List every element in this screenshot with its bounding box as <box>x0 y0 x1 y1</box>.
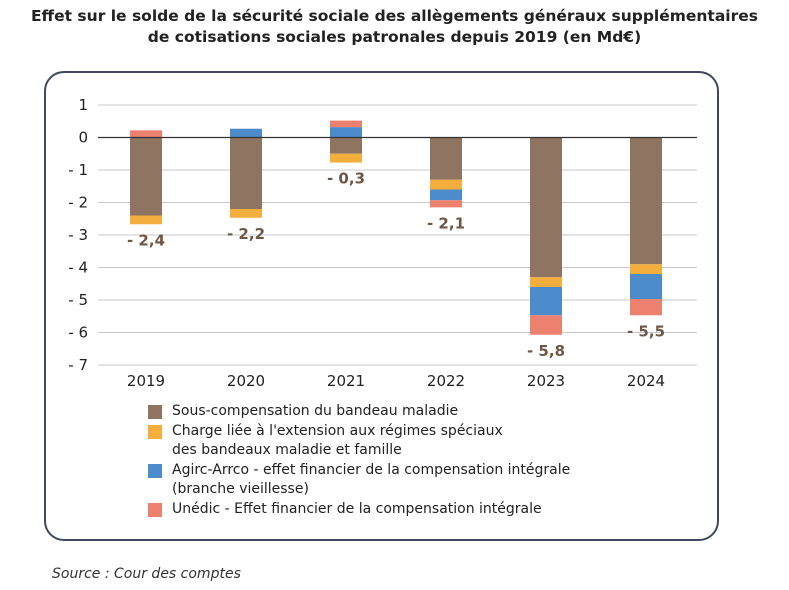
legend-item-agirc: Agirc-Arrco - effet financier de la comp… <box>148 461 668 500</box>
bar-segment-agirc <box>430 189 462 201</box>
bar-segment-charge <box>630 264 662 274</box>
bar-segment-agirc <box>530 287 562 316</box>
legend-item-charge: Charge liée à l'extension aux régimes sp… <box>148 422 668 461</box>
bar-segment-sous_compensation <box>430 137 462 180</box>
legend-label-line: Sous-compensation du bandeau maladie <box>172 403 459 419</box>
y-tick-label: 1 <box>78 96 88 114</box>
data-label-total: - 0,3 <box>327 170 365 188</box>
bar-segment-unedic <box>430 200 462 208</box>
legend-item-sous_compensation: Sous-compensation du bandeau maladie <box>148 402 668 422</box>
bar-segment-charge <box>530 277 562 287</box>
y-tick-label: - 7 <box>68 356 88 374</box>
y-tick-label: - 3 <box>68 226 88 244</box>
bar-segment-sous_compensation <box>130 137 162 216</box>
bar-segment-sous_compensation <box>330 137 362 154</box>
legend-label: Sous-compensation du bandeau maladie <box>172 402 458 422</box>
y-tick-label: - 6 <box>68 324 88 342</box>
bar-segment-sous_compensation <box>530 137 562 278</box>
bar-segment-unedic <box>330 120 362 128</box>
legend-label-line: des bandeaux maladie et famille <box>172 442 402 458</box>
data-label-total: - 2,1 <box>427 214 465 232</box>
chart-title-line-2: de cotisations sociales patronales depui… <box>147 28 642 46</box>
legend-item-unedic: Unédic - Effet financier de la compensat… <box>148 500 668 520</box>
legend-swatch <box>148 424 162 439</box>
bar-segment-sous_compensation <box>230 137 262 209</box>
bar-segment-unedic <box>630 299 662 316</box>
legend-label: Charge liée à l'extension aux régimes sp… <box>172 422 503 461</box>
bar-segment-unedic <box>530 315 562 335</box>
legend-label-line: (branche vieillesse) <box>172 481 309 497</box>
y-tick-label: - 5 <box>68 291 88 309</box>
bar-segment-agirc <box>630 274 662 300</box>
chart-title-line-1: Effet sur le solde de la sécurité social… <box>30 7 759 25</box>
x-tick-label: 2020 <box>227 372 265 390</box>
bar-segment-unedic <box>130 130 162 138</box>
bar-segment-charge <box>230 209 262 218</box>
legend-label-line: Agirc-Arrco - effet financier de la comp… <box>172 461 571 478</box>
chart-legend: Sous-compensation du bandeau maladie Char… <box>148 402 668 519</box>
legend-label-line: Charge liée à l'extension aux régimes sp… <box>172 422 503 439</box>
bar-segment-charge <box>330 153 362 163</box>
bar-segment-agirc <box>230 128 262 138</box>
y-tick-label: - 2 <box>68 194 88 212</box>
data-label-total: - 2,4 <box>127 231 165 249</box>
y-tick-label: - 1 <box>68 161 88 179</box>
legend-label: Agirc-Arrco - effet financier de la comp… <box>172 461 570 500</box>
data-label-total: - 5,5 <box>627 322 665 340</box>
x-tick-label: 2022 <box>427 372 465 390</box>
x-tick-label: 2019 <box>127 372 165 390</box>
data-label-total: - 5,8 <box>527 342 565 360</box>
data-label-total: - 2,2 <box>227 225 265 243</box>
y-tick-label: 0 <box>78 129 88 147</box>
source-note: Source : Cour des comptes <box>52 566 241 582</box>
chart-frame <box>44 71 719 541</box>
legend-swatch <box>148 405 162 419</box>
x-tick-label: 2023 <box>527 372 565 390</box>
bar-segment-sous_compensation <box>630 137 662 265</box>
bar-segment-charge <box>430 179 462 190</box>
x-tick-label: 2021 <box>327 372 365 390</box>
y-tick-label: - 4 <box>68 259 88 277</box>
x-tick-label: 2024 <box>627 372 665 390</box>
chart-title: Effet sur le solde de la sécurité social… <box>0 6 789 48</box>
legend-label: Unédic - Effet financier de la compensat… <box>172 500 542 520</box>
legend-label-line: Unédic - Effet financier de la compensat… <box>172 500 542 517</box>
legend-swatch <box>148 502 162 517</box>
bar-segment-charge <box>130 215 162 225</box>
legend-swatch <box>148 463 162 478</box>
bar-segment-agirc <box>330 127 362 138</box>
